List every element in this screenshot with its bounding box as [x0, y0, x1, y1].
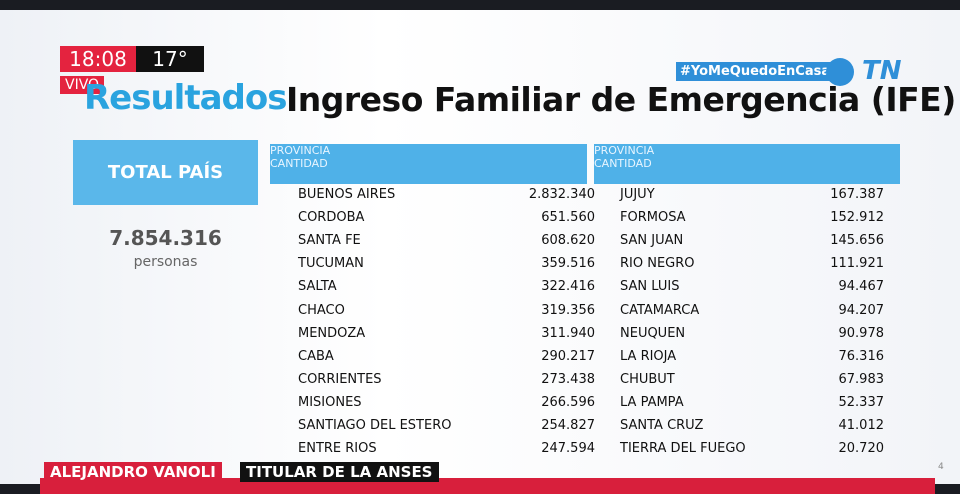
province-count: 94.467	[838, 279, 885, 295]
province-count: 254.827	[541, 418, 595, 433]
province-name: CATAMARCA	[620, 302, 700, 318]
live-badge: VIVO	[60, 76, 105, 94]
province-count: 41.012	[838, 418, 885, 433]
page-number: 4	[938, 462, 944, 472]
header-cell: CANTIDAD	[594, 157, 652, 170]
province-name: FORMOSA	[620, 210, 686, 226]
province-name: TUCUMAN	[298, 256, 364, 272]
province-name: RIO NEGRO	[620, 256, 695, 272]
table-header: PROVINCIA CANTIDAD	[270, 144, 587, 184]
table-header: PROVINCIA CANTIDAD	[594, 144, 900, 184]
tv-screen: 18:08 17° VIVO Resultados Ingreso Famili…	[0, 10, 960, 494]
province-count: 94.207	[838, 302, 885, 318]
province-name: SANTIAGO DEL ESTERO	[298, 418, 452, 433]
province-name: CHACO	[298, 302, 345, 318]
province-count: 319.356	[541, 302, 595, 318]
header-cell: PROVINCIA	[594, 144, 655, 157]
logo: TN	[862, 56, 902, 86]
province-name: SANTA FE	[298, 233, 361, 249]
province-count: 311.940	[541, 325, 595, 341]
province-name: LA PAMPA	[620, 394, 684, 410]
province-name: CORRIENTES	[298, 371, 382, 387]
province-count: 322.416	[541, 279, 595, 295]
province-count: 651.560	[541, 210, 595, 226]
province-count: 90.978	[838, 325, 885, 341]
header-cell: PROVINCIA	[270, 144, 331, 157]
province-count: 152.912	[830, 210, 884, 226]
province-count: 2.832.340	[528, 187, 595, 202]
province-count: 111.921	[830, 256, 884, 272]
province-name: SAN JUAN	[620, 233, 684, 249]
province-count: 52.337	[838, 394, 885, 410]
province-name: CHUBUT	[620, 371, 675, 387]
province-count: 359.516	[541, 256, 595, 272]
page: {"header": {"time": "18:08", "temperatur…	[0, 10, 960, 494]
province-name: SANTA CRUZ	[620, 418, 704, 433]
hashtag: #YoMeQuedoEnCasa	[676, 62, 835, 81]
total-unit: personas	[133, 254, 198, 270]
province-count: 76.316	[838, 348, 885, 364]
province-name: JUJUY	[620, 187, 655, 202]
house-icon	[826, 58, 854, 86]
province-count: 247.594	[541, 441, 595, 457]
province-count: 273.438	[541, 371, 595, 387]
header-cell: CANTIDAD	[270, 157, 328, 170]
province-name: CORDOBA	[298, 210, 365, 226]
lower-third-name: ALEJANDRO VANOLI	[44, 462, 222, 482]
province-count: 167.387	[830, 187, 884, 202]
temperature: 17°	[136, 46, 204, 72]
province-name: MENDOZA	[298, 325, 366, 341]
province-name: NEUQUEN	[620, 325, 686, 341]
province-count: 608.620	[541, 233, 595, 249]
province-name: MISIONES	[298, 394, 362, 410]
province-name: TIERRA DEL FUEGO	[620, 441, 746, 457]
province-count: 266.596	[541, 394, 595, 410]
province-count: 290.217	[541, 348, 595, 364]
province-name: LA RIOJA	[620, 348, 677, 364]
province-name: SALTA	[298, 279, 337, 295]
province-count: 145.656	[830, 233, 884, 249]
province-name: ENTRE RIOS	[298, 441, 377, 457]
title: Ingreso Familiar de Emergencia (IFE)	[286, 80, 956, 119]
title-highlight: Resultados	[84, 78, 287, 118]
total-value: 7.854.316	[109, 226, 222, 250]
total-label: TOTAL PAÍS	[73, 140, 258, 205]
province-name: CABA	[298, 348, 334, 364]
clock: 18:08	[60, 46, 136, 72]
province-name: BUENOS AIRES	[298, 187, 396, 202]
province-name: SAN LUIS	[620, 279, 680, 295]
province-count: 67.983	[838, 371, 885, 387]
province-count: 20.720	[838, 441, 885, 457]
lower-third-role: TITULAR DE LA ANSES	[240, 462, 439, 482]
